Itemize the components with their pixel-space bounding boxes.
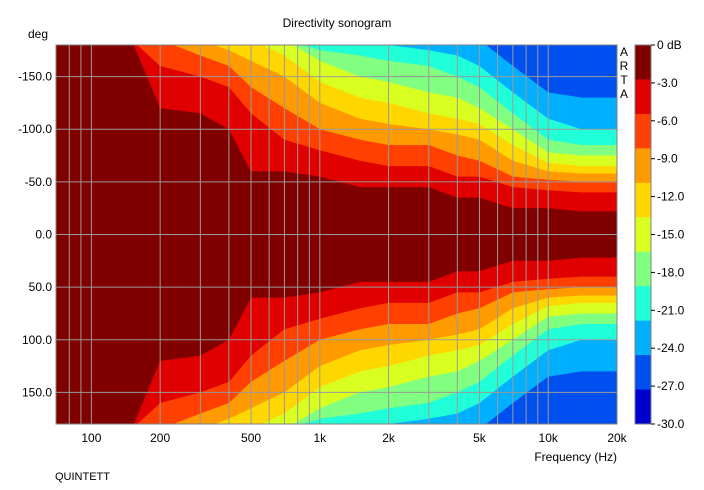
y-tick-label: 50.0	[29, 280, 53, 294]
footer-label: QUINTETT	[55, 471, 110, 483]
colorbar-label: -9.0	[657, 152, 678, 166]
contour-layer	[56, 45, 617, 424]
y-tick-label: 100.0	[22, 333, 52, 347]
colorbar-label: -3.0	[657, 76, 678, 90]
colorbar-label: -27.0	[657, 379, 685, 393]
y-tick-label: 0.0	[35, 228, 52, 242]
y-tick-labels: -150.0 -100.0 -50.0 0.0 50.0 100.0 150.0	[18, 70, 52, 400]
colorbar-swatch	[635, 355, 651, 391]
colorbar-label: -6.0	[657, 114, 678, 128]
x-tick-labels: 100 200 500 1k 2k 5k 10k 20k	[81, 431, 627, 445]
colorbar-label: -21.0	[657, 303, 685, 317]
y-tick-label: -150.0	[18, 70, 52, 84]
watermark-letter: A	[620, 87, 628, 101]
watermark-letter: R	[620, 59, 629, 73]
x-tick-label: 200	[150, 431, 170, 445]
y-axis-label: deg	[28, 27, 48, 41]
colorbar-label: -30.0	[657, 417, 685, 431]
watermark-letter: A	[620, 45, 628, 59]
colorbar-swatch	[635, 286, 651, 322]
x-tick-label: 5k	[473, 431, 487, 445]
x-tick-label: 10k	[539, 431, 559, 445]
colorbar-swatch	[635, 45, 651, 80]
colorbar-label: -12.0	[657, 190, 685, 204]
colorbar-swatch	[635, 217, 651, 253]
colorbar-label: -18.0	[657, 265, 685, 279]
colorbar-swatch	[635, 389, 651, 425]
x-tick-label: 1k	[313, 431, 327, 445]
x-tick-label: 20k	[607, 431, 627, 445]
grid-layer	[56, 45, 617, 424]
colorbar-label: -15.0	[657, 228, 685, 242]
x-axis-label: Frequency (Hz)	[534, 450, 617, 464]
contour-band-bottom-27db	[56, 371, 617, 424]
colorbar-swatch	[635, 182, 651, 218]
contour-band-top-21db	[56, 45, 617, 146]
colorbar	[634, 44, 652, 425]
colorbar-swatch	[635, 79, 651, 115]
contour-band-bottom-21db	[56, 323, 617, 424]
x-tick-label: 100	[81, 431, 101, 445]
x-tick-label: 500	[241, 431, 261, 445]
colorbar-swatch	[635, 113, 651, 149]
colorbar-swatch	[635, 320, 651, 356]
chart-title: Directivity sonogram	[283, 16, 392, 30]
colorbar-label: 0 dB	[657, 38, 682, 52]
x-tick-label: 2k	[382, 431, 396, 445]
colorbar-label: -24.0	[657, 341, 685, 355]
contour-band-top-27db	[56, 45, 617, 98]
colorbar-swatch	[635, 148, 651, 184]
y-tick-label: 150.0	[22, 385, 52, 399]
colorbar-labels: 0 dB -3.0 -6.0 -9.0 -12.0 -15.0 -18.0 -21.0 -24.…	[651, 38, 685, 431]
watermark-letter: T	[620, 73, 628, 87]
y-tick-label: -50.0	[25, 175, 53, 189]
colorbar-swatch	[635, 251, 651, 287]
plot-frame	[55, 44, 618, 425]
y-tick-label: -100.0	[18, 122, 52, 136]
